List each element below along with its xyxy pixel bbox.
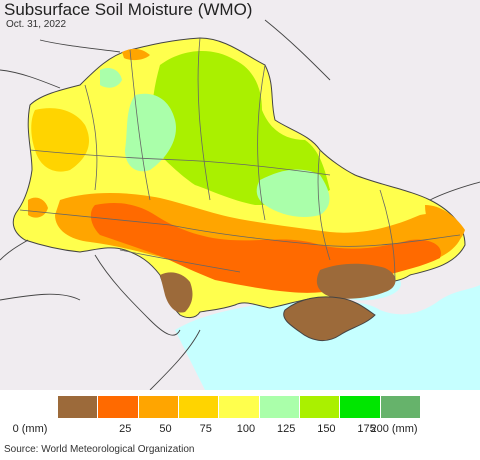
map-date: Oct. 31, 2022 xyxy=(6,19,67,30)
source-note: Source: World Meteorological Organizatio… xyxy=(4,444,195,455)
odesa-brown xyxy=(160,272,193,313)
legend-tick-label: 125 xyxy=(276,423,296,435)
lightgreen-zone-a xyxy=(125,93,176,172)
legend-tick-label: 175 xyxy=(357,423,376,435)
legend-tick-label: 25 xyxy=(119,423,132,435)
legend-swatch-5 xyxy=(259,396,300,418)
lightgreen-zone-c xyxy=(100,68,122,88)
legend-tick-label: 0 (mm) xyxy=(12,423,48,435)
east-orange-edge xyxy=(425,205,465,245)
legend: 0 (mm) 25 50 75 100 125 150 175 200 (mm) xyxy=(0,390,480,440)
legend-swatch-4 xyxy=(219,396,260,418)
legend-tick-label: 150 xyxy=(317,423,336,435)
brown-south-zone xyxy=(316,263,396,299)
crimea-brown xyxy=(283,296,376,342)
legend-swatch-2 xyxy=(138,396,179,418)
legend-swatch-7 xyxy=(340,396,381,418)
legend-tick-label: 75 xyxy=(199,423,212,435)
legend-tick-label: 200 (mm) xyxy=(370,423,418,435)
legend-swatch-6 xyxy=(299,396,341,418)
west-gold-zone xyxy=(31,108,90,172)
oblast-boundaries xyxy=(19,37,461,281)
map-title: Subsurface Soil Moisture (WMO) xyxy=(4,0,253,19)
legend-swatch-0 xyxy=(58,396,99,418)
legend-tick-label: 100 xyxy=(236,423,256,435)
legend-swatch-8 xyxy=(380,396,420,418)
legend-color-bar xyxy=(58,396,420,418)
lightgreen-zone-b xyxy=(256,169,330,217)
legend-tick-label: 50 xyxy=(159,423,172,435)
legend-swatch-1 xyxy=(98,396,139,418)
green-north-zone xyxy=(151,50,330,206)
legend-swatch-3 xyxy=(178,396,220,418)
north-orange-spot xyxy=(122,48,150,61)
soil-moisture-map xyxy=(0,0,480,390)
neighbor-borders xyxy=(0,19,480,390)
